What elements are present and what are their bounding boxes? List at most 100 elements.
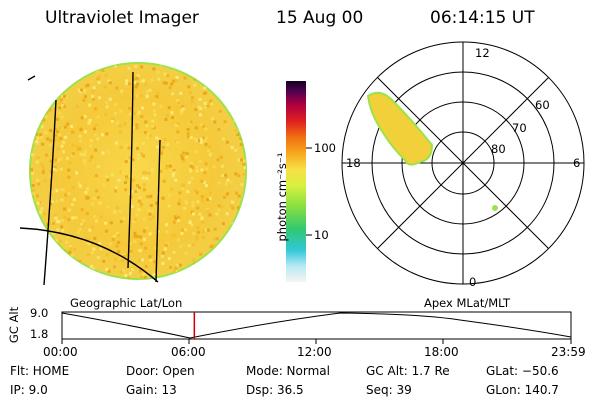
speckle-pixel — [67, 192, 71, 196]
speckle-pixel — [231, 272, 235, 276]
speckle-pixel — [160, 151, 164, 155]
speckle-pixel — [128, 106, 132, 110]
speckle-pixel — [194, 108, 198, 112]
speckle-pixel — [87, 242, 91, 246]
speckle-pixel — [79, 128, 83, 132]
speckle-pixel — [240, 158, 244, 162]
speckle-pixel — [34, 275, 38, 279]
speckle-pixel — [234, 115, 238, 119]
speckle-pixel — [59, 136, 63, 140]
speckle-pixel — [122, 255, 126, 259]
speckle-pixel — [188, 168, 192, 172]
speckle-pixel — [72, 247, 76, 251]
speckle-pixel — [87, 121, 91, 125]
speckle-pixel — [190, 161, 194, 165]
speckle-pixel — [131, 178, 135, 182]
speckle-pixel — [86, 187, 90, 191]
speckle-pixel — [164, 117, 168, 121]
time-label: 06:14:15 UT — [430, 8, 535, 28]
speckle-pixel — [140, 276, 144, 279]
speckle-pixel — [152, 272, 156, 276]
speckle-pixel — [69, 267, 73, 271]
speckle-pixel — [125, 253, 129, 257]
speckle-pixel — [96, 195, 100, 199]
speckle-pixel — [177, 202, 181, 206]
speckle-pixel — [182, 151, 186, 155]
speckle-pixel — [84, 191, 88, 195]
speckle-pixel — [41, 166, 45, 170]
speckle-pixel — [107, 150, 111, 154]
speckle-pixel — [40, 162, 44, 166]
speckle-pixel — [197, 272, 201, 276]
speckle-pixel — [61, 94, 65, 98]
speckle-pixel — [42, 118, 46, 122]
speckle-pixel — [238, 235, 242, 239]
speckle-pixel — [208, 213, 212, 217]
instrument-title: Ultraviolet Imager — [45, 8, 199, 28]
speckle-pixel — [137, 199, 141, 203]
speckle-pixel — [237, 206, 241, 210]
speckle-pixel — [206, 149, 210, 153]
speckle-pixel — [227, 88, 231, 92]
speckle-pixel — [125, 175, 129, 179]
speckle-pixel — [47, 67, 51, 71]
speckle-pixel — [133, 142, 137, 146]
speckle-pixel — [142, 154, 146, 158]
speckle-pixel — [80, 116, 84, 120]
speckle-pixel — [58, 96, 62, 100]
speckle-pixel — [161, 251, 165, 255]
speckle-pixel — [204, 184, 208, 188]
speckle-pixel — [173, 215, 177, 219]
speckle-pixel — [237, 158, 241, 162]
speckle-pixel — [212, 237, 216, 241]
speckle-pixel — [155, 145, 159, 149]
speckle-pixel — [172, 220, 176, 224]
speckle-pixel — [200, 179, 204, 183]
speckle-pixel — [206, 198, 210, 202]
speckle-pixel — [227, 262, 231, 266]
speckle-pixel — [104, 221, 108, 225]
speckle-pixel — [38, 89, 42, 93]
speckle-pixel — [46, 64, 50, 68]
speckle-pixel — [152, 109, 156, 113]
speckle-pixel — [94, 174, 98, 178]
speckle-pixel — [173, 234, 177, 238]
speckle-pixel — [127, 146, 131, 150]
speckle-pixel — [144, 171, 148, 175]
speckle-pixel — [189, 120, 193, 124]
speckle-pixel — [62, 64, 66, 68]
speckle-pixel — [167, 204, 171, 208]
speckle-pixel — [99, 215, 103, 219]
speckle-pixel — [181, 157, 185, 161]
speckle-pixel — [64, 261, 68, 265]
speckle-pixel — [31, 183, 35, 187]
speckle-pixel — [74, 274, 78, 278]
speckle-pixel — [59, 167, 63, 171]
speckle-pixel — [58, 126, 62, 130]
lat-label-80: 80 — [491, 142, 506, 156]
lat-label-60: 60 — [535, 98, 550, 112]
speckle-pixel — [181, 107, 185, 111]
speckle-pixel — [91, 97, 95, 101]
speckle-pixel — [186, 135, 190, 139]
speckle-pixel — [185, 274, 189, 278]
speckle-pixel — [218, 109, 222, 113]
speckle-pixel — [165, 166, 169, 170]
speckle-pixel — [127, 66, 131, 70]
speckle-pixel — [164, 243, 168, 247]
speckle-pixel — [55, 257, 59, 261]
speckle-pixel — [183, 206, 187, 210]
speckle-pixel — [110, 119, 114, 123]
speckle-pixel — [83, 130, 87, 134]
speckle-pixel — [143, 275, 147, 279]
speckle-pixel — [197, 261, 201, 265]
speckle-pixel — [137, 158, 141, 162]
speckle-pixel — [186, 127, 190, 131]
polar-plot — [341, 41, 585, 285]
speckle-pixel — [217, 128, 221, 132]
speckle-pixel — [39, 77, 43, 81]
speckle-pixel — [190, 96, 194, 100]
speckle-pixel — [54, 216, 58, 220]
speckle-pixel — [117, 250, 121, 254]
speckle-pixel — [63, 125, 67, 129]
